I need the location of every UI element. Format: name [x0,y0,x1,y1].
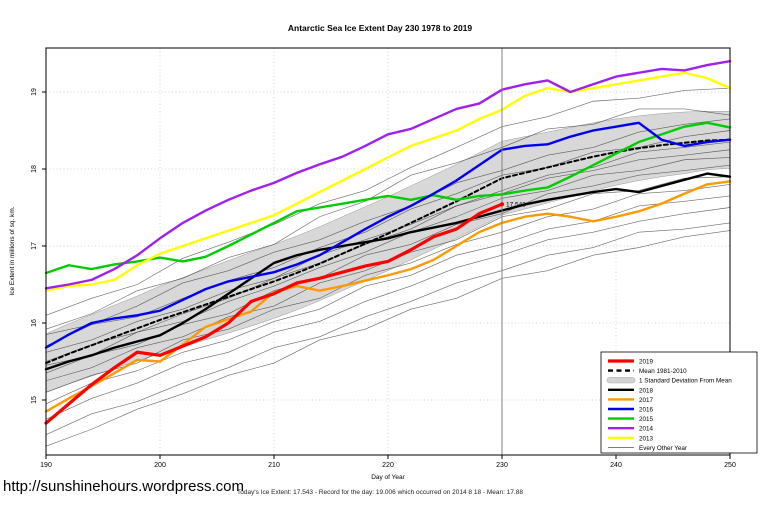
chart-title: Antarctic Sea Ice Extent Day 230 1978 to… [288,23,473,33]
every-other-year-line [45,207,731,420]
series-2018 [44,172,732,371]
legend-label: 2015 [639,416,654,423]
legend: 2019 Mean 1981-2010 1 Standard Deviation… [600,351,758,454]
x-tick-label: 200 [154,462,166,469]
todays-extent-label: 17.543 [506,202,526,209]
x-tick-label: 210 [268,462,280,469]
legend-label: 2019 [639,359,654,366]
x-axis-title: Day of Year [371,474,405,481]
y-axis: 15 16 17 18 19 Ice Extent in millions of… [9,88,46,404]
every-other-year-line [45,184,731,393]
series-2014 [44,60,732,290]
every-other-year-line [45,230,731,447]
legend-label: 2013 [639,435,654,442]
every-other-year-line [45,118,731,335]
every-other-year-line [45,87,731,316]
y-tick-label: 19 [31,88,38,96]
legend-label: 1 Standard Deviation From Mean [639,378,732,385]
legend-swatch-band [606,377,636,384]
y-axis-title: Ice Extent in millions of sq. km. [9,206,16,295]
legend-label: Every Other Year [639,445,687,452]
y-tick-label: 15 [31,396,38,404]
every-other-year-line [45,157,731,366]
source-url[interactable]: http://sunshinehours.wordpress.com [3,478,244,495]
series-2019 [44,202,504,425]
every-other-year-line [45,149,731,362]
x-tick-label: 190 [40,462,52,469]
every-other-year-line [45,222,731,435]
every-other-year-line [45,130,731,347]
todays-extent-point [499,202,505,207]
year-series-lines [44,60,732,425]
legend-label: 2017 [639,397,654,404]
legend-label: Mean 1981-2010 [639,368,687,375]
x-tick-label: 240 [610,462,622,469]
legend-label: 2014 [639,426,654,433]
x-tick-label: 220 [382,462,394,469]
y-tick-label: 16 [31,319,38,327]
summary-text: Today's Ice Extent: 17.543 - Record for … [237,489,523,496]
every-other-year-line [45,141,731,353]
series-2015 [44,121,732,275]
legend-label: 2016 [639,407,654,414]
x-tick-label: 230 [496,462,508,469]
series-2017 [44,180,732,413]
series-2013 [44,71,732,292]
todays-extent-annotation: 17.543 [499,202,526,209]
legend-box [600,351,758,454]
y-tick-label: 17 [31,242,38,250]
series-2016 [44,121,732,349]
x-tick-label: 250 [724,462,736,469]
x-axis: 190 200 210 220 230 240 250 Day of Year [40,455,736,481]
series-mean-1981-2010 [45,138,731,365]
y-tick-label: 18 [31,165,38,173]
legend-label: 2018 [639,387,654,394]
every-other-year-line [45,108,731,330]
